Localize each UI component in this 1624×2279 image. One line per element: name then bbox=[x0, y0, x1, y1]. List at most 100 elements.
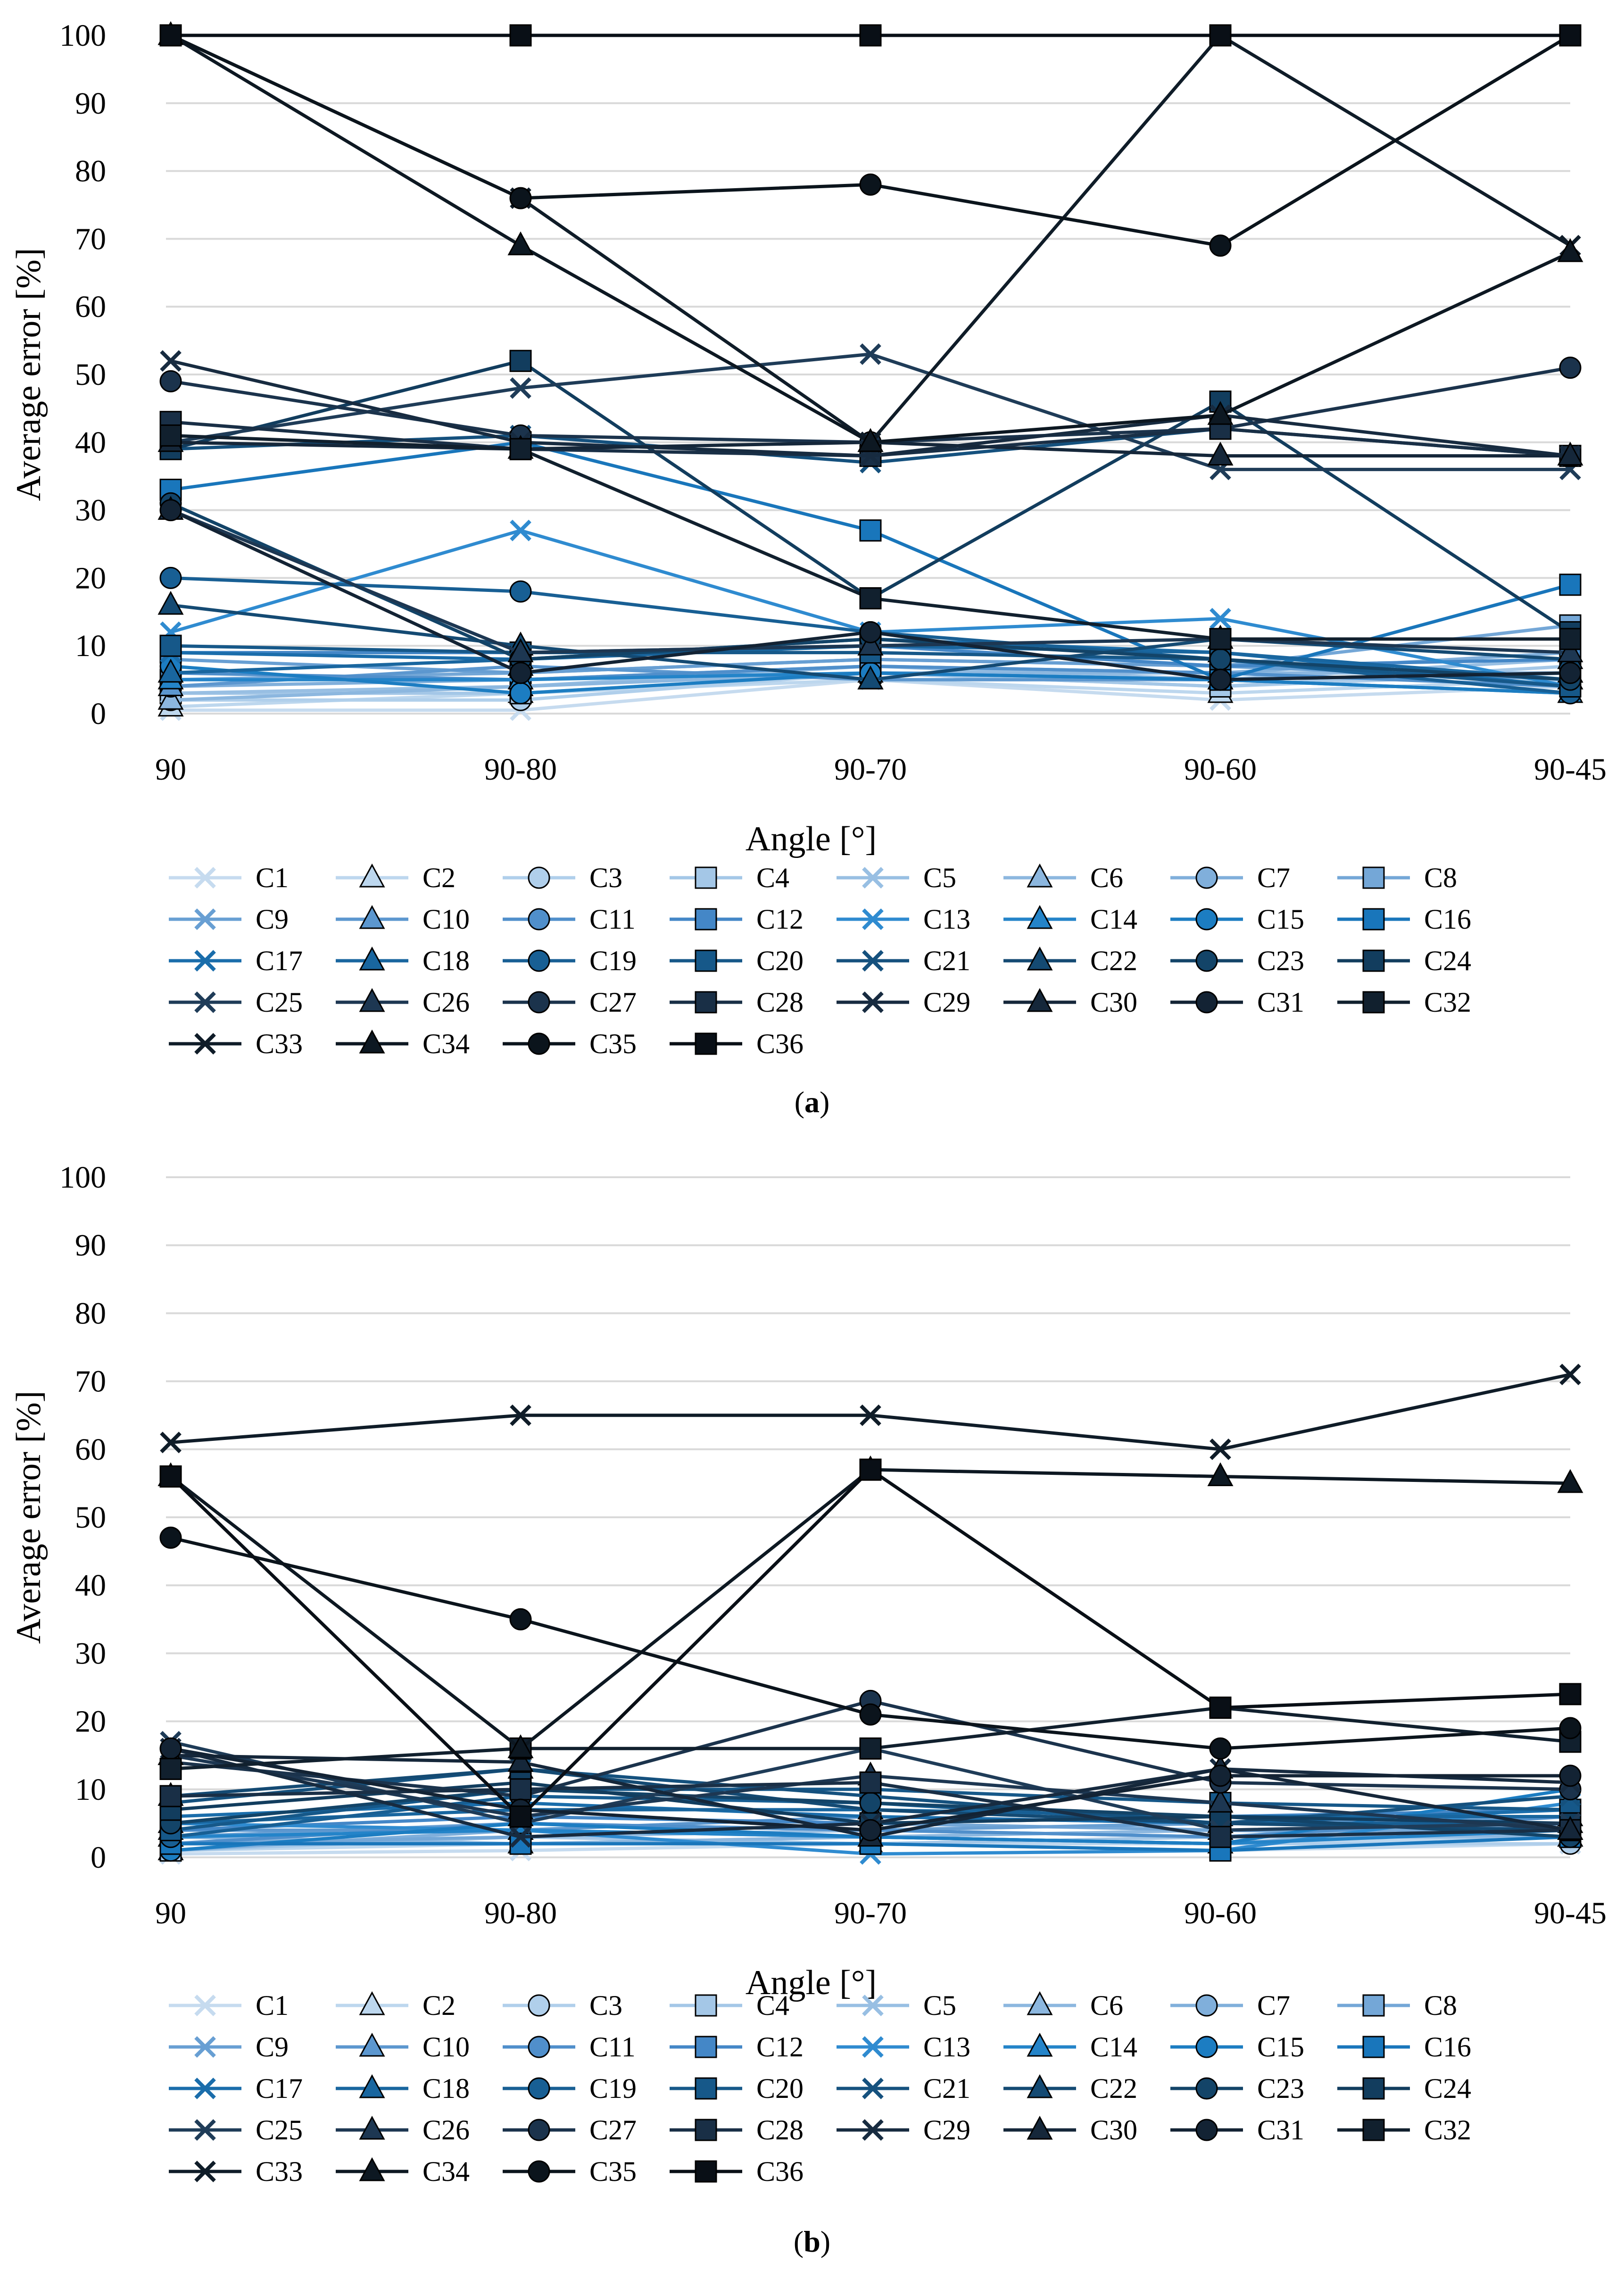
data-point bbox=[857, 428, 884, 452]
legend-marker bbox=[695, 2036, 717, 2058]
legend-key bbox=[1003, 905, 1076, 929]
data-point bbox=[510, 519, 531, 541]
legend-marker bbox=[1362, 2077, 1385, 2100]
data-point bbox=[507, 638, 534, 663]
legend-key bbox=[503, 2077, 575, 2100]
legend-marker bbox=[1195, 949, 1218, 972]
legend-label: C2 bbox=[423, 862, 456, 893]
legend-item: C26 bbox=[332, 2111, 499, 2149]
legend-item: C23 bbox=[1167, 941, 1334, 980]
legend-key bbox=[1337, 991, 1410, 1014]
data-point bbox=[1559, 628, 1582, 650]
legend-key bbox=[336, 2074, 408, 2098]
legend-label: C17 bbox=[256, 945, 303, 976]
legend-item: C27 bbox=[499, 2111, 666, 2149]
data-point bbox=[1207, 1788, 1234, 1813]
y-tick-label: 100 bbox=[59, 1160, 106, 1195]
legend-marker bbox=[862, 1995, 884, 2016]
legend-marker bbox=[862, 2119, 884, 2141]
x-tick-label: 90 bbox=[155, 752, 186, 787]
legend-key bbox=[1170, 1994, 1243, 2017]
legend-item: C24 bbox=[1334, 2069, 1500, 2108]
legend-key bbox=[1003, 864, 1076, 888]
legend-label: C32 bbox=[1424, 2114, 1472, 2146]
legend-key bbox=[1337, 866, 1410, 889]
legend-key bbox=[670, 1032, 742, 1055]
legend-key bbox=[837, 2078, 909, 2099]
legend-a: C1 C2 C3 C4 C5 C6 C7 C8 C9 C10 C11 C12 C13 C14 C15 C16 C… bbox=[165, 858, 1533, 1063]
legend-key bbox=[503, 2160, 575, 2183]
data-point bbox=[1209, 24, 1232, 47]
data-point bbox=[159, 424, 182, 447]
legend-key bbox=[670, 866, 742, 889]
legend-marker bbox=[1027, 2033, 1053, 2057]
legend-item: C32 bbox=[1334, 983, 1500, 1022]
legend-marker bbox=[359, 947, 385, 971]
legend-label: C10 bbox=[423, 903, 470, 935]
legend-label: C16 bbox=[1424, 903, 1472, 935]
legend-item: C25 bbox=[165, 2111, 332, 2149]
panel-caption-a: (a) bbox=[794, 1085, 830, 1119]
legend-item: C16 bbox=[1334, 900, 1500, 939]
legend-key bbox=[837, 908, 909, 930]
legend-marker bbox=[1195, 1994, 1218, 2017]
legend-key bbox=[1003, 2033, 1076, 2057]
data-point bbox=[509, 349, 532, 372]
legend-marker bbox=[1195, 908, 1218, 931]
legend-key bbox=[169, 950, 241, 972]
data-point bbox=[1210, 1438, 1231, 1460]
legend-item: C3 bbox=[499, 858, 666, 897]
legend-key bbox=[336, 905, 408, 929]
legend-key bbox=[837, 2119, 909, 2141]
data-point bbox=[1557, 1816, 1583, 1840]
legend-marker bbox=[862, 991, 884, 1013]
data-point bbox=[157, 686, 184, 710]
legend-item: C10 bbox=[332, 2028, 499, 2066]
legend-marker bbox=[1362, 908, 1385, 931]
legend-key bbox=[670, 949, 742, 972]
legend-key bbox=[503, 2036, 575, 2058]
legend-item: C29 bbox=[833, 983, 1000, 1022]
series-C36 bbox=[159, 24, 1582, 47]
legend-marker bbox=[1195, 2119, 1218, 2141]
data-point bbox=[1209, 1737, 1232, 1760]
legend-label: C19 bbox=[589, 945, 637, 976]
line-chart-a: 0 10 20 30 40 50 60 70 80 90 100 90 90-80 90-70 90-60 9… bbox=[9, 18, 1607, 858]
legend-item: C16 bbox=[1334, 2028, 1500, 2066]
legend-label: C11 bbox=[589, 903, 636, 935]
data-point bbox=[507, 1734, 534, 1758]
x-tick-label: 90-60 bbox=[1184, 752, 1257, 787]
legend-marker bbox=[194, 867, 216, 889]
data-point bbox=[1559, 662, 1582, 684]
legend-key bbox=[169, 1033, 241, 1055]
legend-key bbox=[1003, 988, 1076, 1012]
legend-item: C1 bbox=[165, 858, 332, 897]
data-point bbox=[1209, 234, 1232, 257]
legend-marker bbox=[528, 866, 550, 889]
legend-label: C33 bbox=[256, 1028, 303, 1059]
legend-key bbox=[1170, 2036, 1243, 2058]
legend-label: C14 bbox=[1090, 2031, 1138, 2063]
legend-label: C7 bbox=[1257, 862, 1291, 893]
data-point bbox=[1209, 1764, 1232, 1787]
legend-item: C22 bbox=[1000, 941, 1167, 980]
legend-key bbox=[1337, 1994, 1410, 2017]
legend-key bbox=[1003, 1991, 1076, 2015]
legend-label: C20 bbox=[756, 2072, 804, 2104]
legend-key bbox=[1170, 866, 1243, 889]
data-point bbox=[1207, 1462, 1234, 1486]
legend-item: C14 bbox=[1000, 2028, 1167, 2066]
legend-item: C17 bbox=[165, 941, 332, 980]
data-point bbox=[1557, 638, 1583, 663]
data-point bbox=[1207, 401, 1234, 425]
legend-key bbox=[169, 908, 241, 930]
data-point bbox=[1559, 357, 1582, 379]
y-tick-label: 40 bbox=[75, 1568, 106, 1603]
legend-label: C34 bbox=[423, 2155, 470, 2187]
data-point bbox=[857, 632, 884, 656]
legend-label: C27 bbox=[589, 2114, 637, 2146]
legend-item: C28 bbox=[666, 983, 833, 1022]
legend-item: C35 bbox=[499, 2152, 666, 2191]
x-axis-label: Angle [°] bbox=[746, 820, 877, 858]
legend-key bbox=[1170, 908, 1243, 931]
